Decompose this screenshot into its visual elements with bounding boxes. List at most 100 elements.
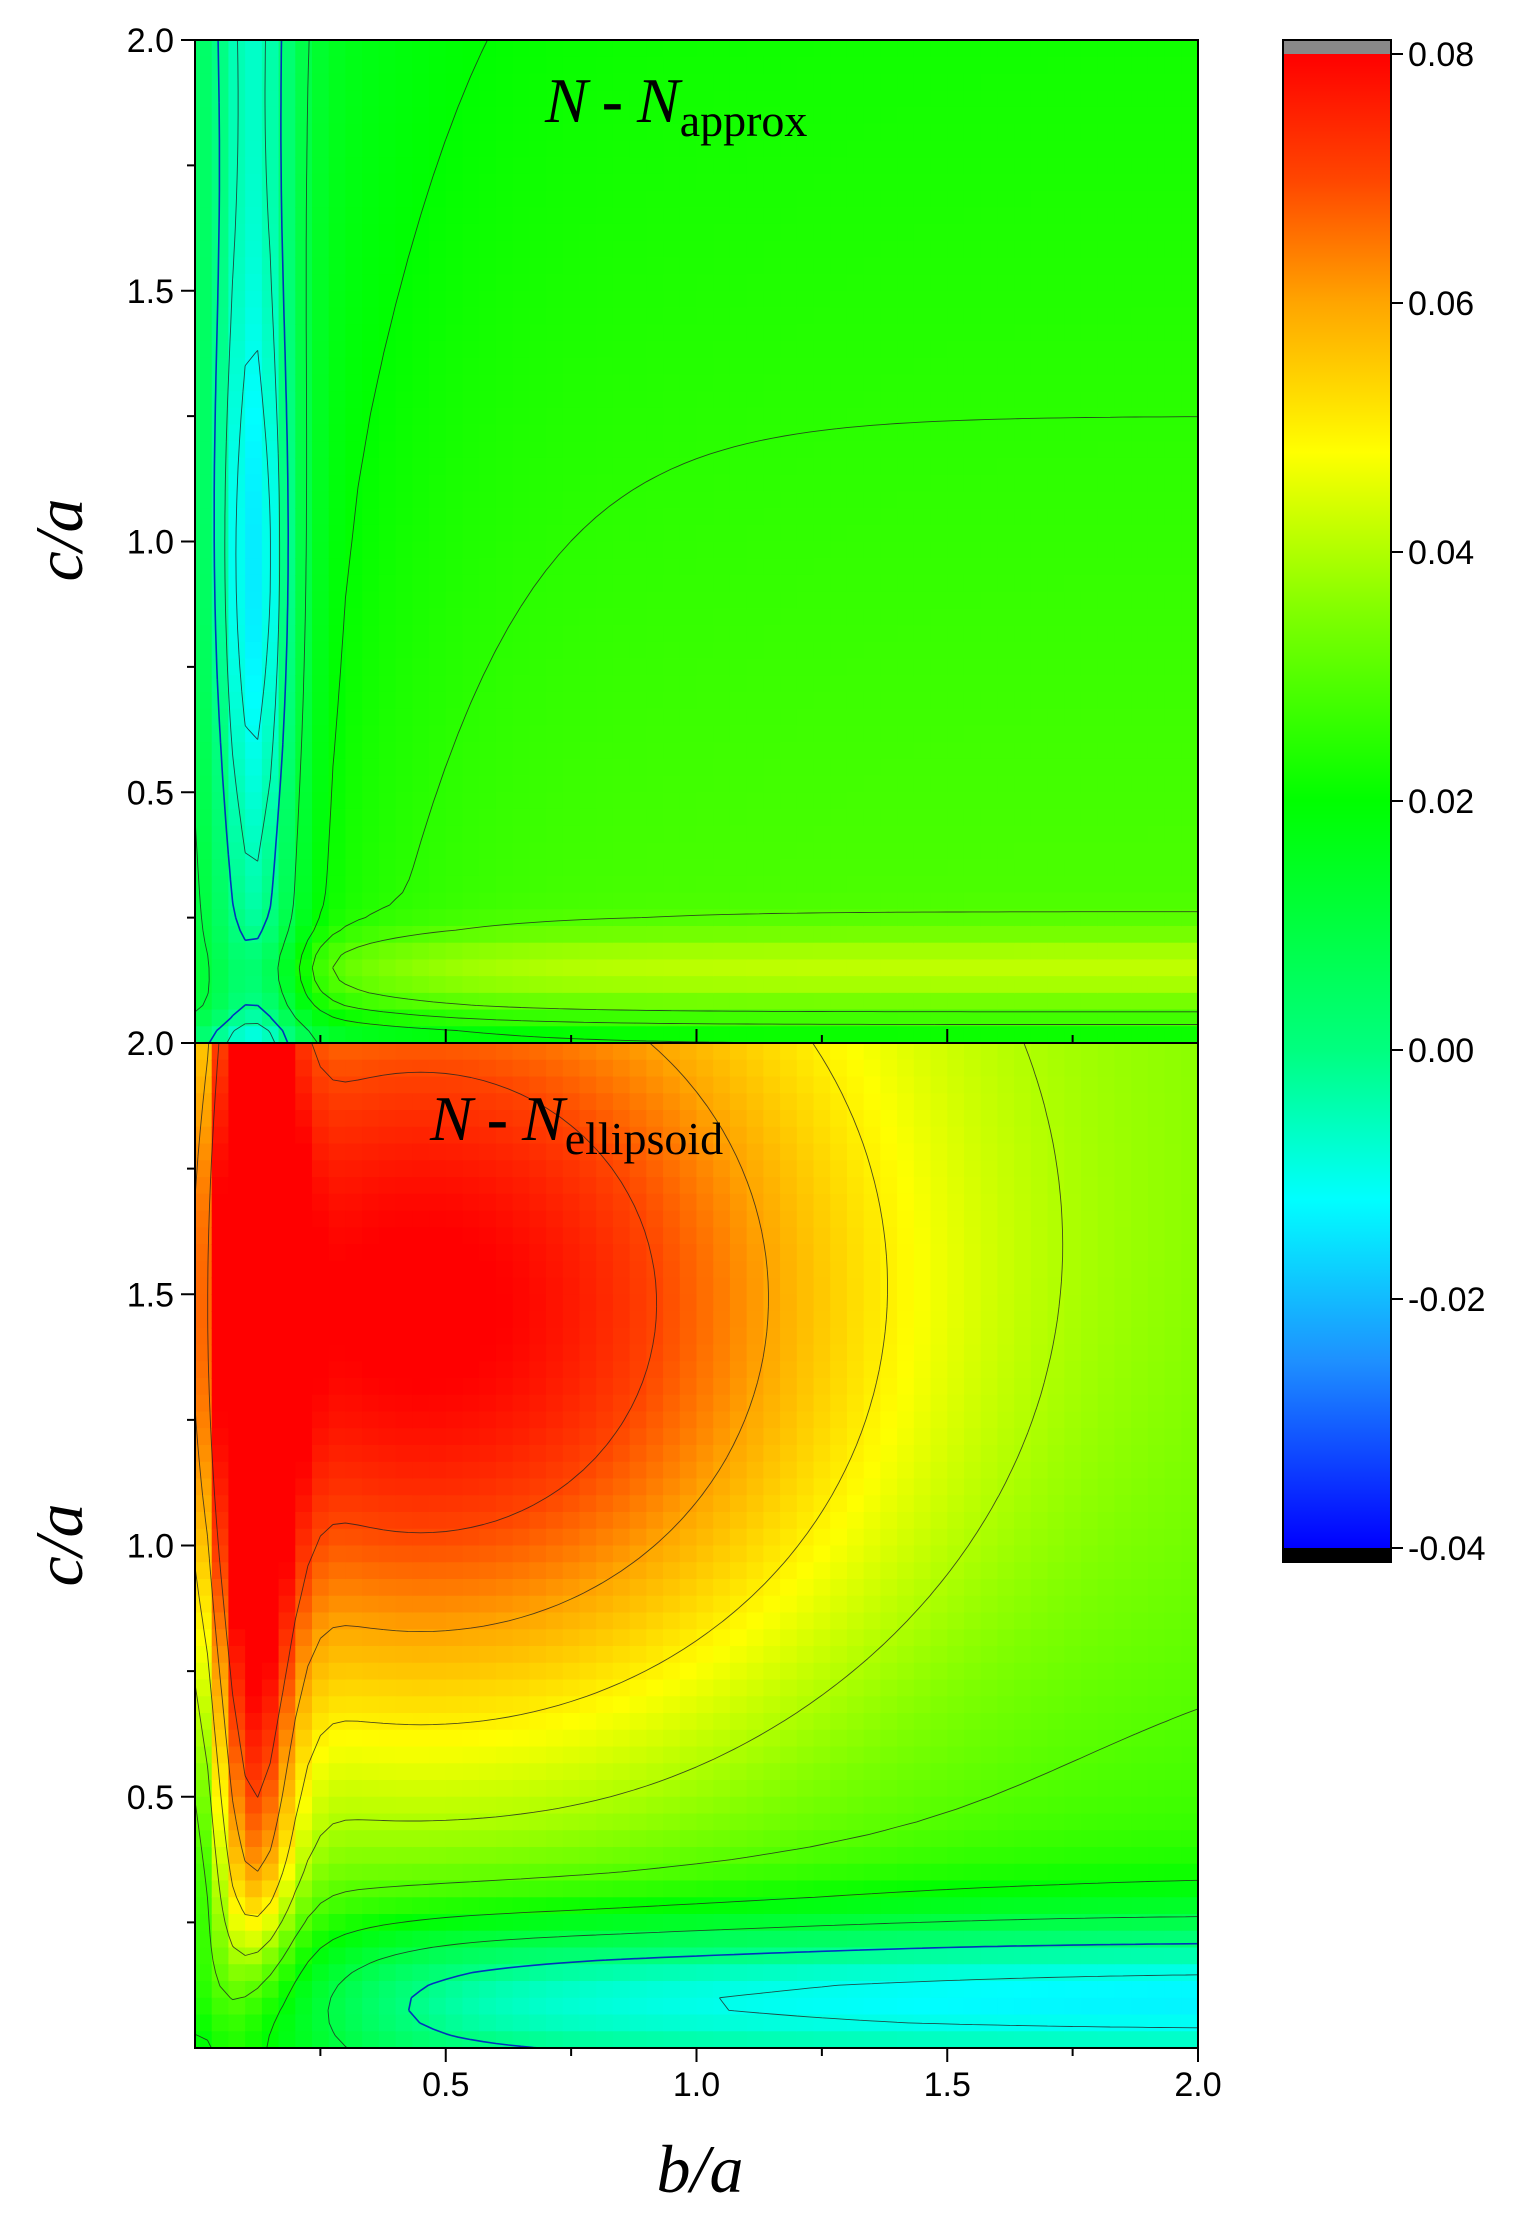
top-heatmap-cell (980, 257, 999, 275)
top-heatmap-cell (963, 190, 982, 208)
bottom-heatmap-cell (479, 1428, 497, 1446)
top-heatmap-cell (1080, 106, 1099, 125)
top-heatmap-cell (930, 257, 949, 275)
top-heatmap-cell (1014, 106, 1032, 125)
top-heatmap-cell (679, 491, 698, 509)
top-heatmap-cell (913, 875, 932, 894)
bottom-heatmap-cell (195, 1043, 213, 1061)
top-heatmap-cell (780, 725, 798, 743)
top-heatmap-cell (796, 407, 815, 426)
top-heatmap-cell (913, 925, 932, 944)
top-heatmap-cell (997, 591, 1015, 610)
top-heatmap-cell (445, 391, 464, 409)
bottom-heatmap-cell (245, 1863, 263, 1882)
top-heatmap-cell (495, 123, 514, 142)
top-heatmap-cell (629, 324, 648, 342)
top-heatmap-cell (1131, 56, 1149, 75)
top-heatmap-cell (562, 1009, 581, 1028)
top-heatmap-cell (1080, 140, 1099, 158)
top-heatmap-cell (963, 340, 982, 359)
bottom-heatmap-cell (445, 1780, 464, 1798)
top-heatmap-cell (713, 992, 731, 1011)
top-heatmap-cell (345, 90, 363, 108)
top-heatmap-cell (546, 1009, 564, 1028)
top-heatmap-cell (295, 625, 313, 643)
top-heatmap-cell (1047, 775, 1066, 794)
bottom-heatmap-cell (295, 1813, 313, 1832)
top-heatmap-cell (529, 808, 547, 827)
top-heatmap-cell (1014, 274, 1032, 292)
top-heatmap-cell (880, 123, 898, 142)
top-heatmap-cell (863, 508, 882, 526)
top-heatmap-cell (579, 775, 597, 794)
bottom-heatmap-cell (546, 1043, 564, 1061)
top-heatmap-cell (211, 106, 230, 125)
top-heatmap-cell (546, 340, 564, 359)
bottom-heatmap-cell (395, 1981, 414, 1999)
top-heatmap-cell (412, 925, 430, 944)
top-heatmap-cell (462, 775, 480, 794)
top-heatmap-cell (863, 892, 882, 911)
bottom-heatmap-cell (295, 1914, 313, 1932)
top-heatmap-cell (479, 391, 497, 409)
top-heatmap-cell (1131, 1009, 1149, 1028)
top-heatmap-cell (512, 340, 531, 359)
top-heatmap-cell (412, 859, 430, 877)
top-heatmap-cell (1147, 909, 1166, 927)
top-heatmap-cell (495, 875, 514, 894)
top-heatmap-cell (1064, 942, 1082, 961)
bottom-heatmap-cell (228, 1528, 246, 1547)
bottom-heatmap-cell (328, 1110, 347, 1128)
top-heatmap-cell (228, 56, 246, 75)
top-heatmap-cell (713, 307, 731, 325)
bottom-heatmap-cell (362, 1478, 380, 1497)
bottom-heatmap-cell (495, 1260, 514, 1279)
bottom-heatmap-cell (495, 1093, 514, 1111)
top-heatmap-cell (395, 641, 414, 660)
top-heatmap-cell (980, 708, 999, 727)
top-heatmap-cell (713, 758, 731, 777)
top-heatmap-cell (429, 424, 447, 442)
top-heatmap-cell (445, 842, 464, 860)
top-heatmap-cell (211, 123, 230, 142)
top-heatmap-cell (445, 157, 464, 175)
top-heatmap-cell (1114, 742, 1132, 760)
top-heatmap-cell (930, 140, 949, 158)
top-heatmap-cell (763, 223, 781, 242)
top-heatmap-cell (897, 725, 915, 743)
top-heatmap-cell (913, 909, 932, 927)
top-heatmap-cell (295, 340, 313, 359)
top-heatmap-cell (796, 140, 815, 158)
top-heatmap-cell (679, 340, 698, 359)
top-heatmap-cell (261, 307, 280, 325)
bottom-heatmap-cell (462, 1495, 480, 1513)
top-heatmap-cell (947, 424, 965, 442)
top-heatmap-cell (679, 508, 698, 526)
bottom-heatmap-cell (328, 1512, 347, 1530)
top-heatmap-cell (228, 725, 246, 743)
top-heatmap-cell (512, 324, 531, 342)
top-heatmap-cell (1181, 106, 1198, 125)
top-heatmap-cell (278, 758, 297, 777)
top-heatmap-cell (947, 56, 965, 75)
top-heatmap-cell (830, 391, 848, 409)
bottom-heatmap-cell (312, 1830, 330, 1848)
top-heatmap-cell (913, 976, 932, 994)
top-heatmap-cell (1164, 792, 1183, 810)
bottom-heatmap-cell (462, 1177, 480, 1195)
top-heatmap-cell (546, 742, 564, 760)
top-heatmap-cell (445, 40, 464, 58)
top-heatmap-cell (863, 976, 882, 994)
top-heatmap-cell (429, 491, 447, 509)
top-heatmap-cell (362, 223, 380, 242)
top-heatmap-cell (980, 274, 999, 292)
top-heatmap-cell (863, 340, 882, 359)
top-heatmap-cell (746, 157, 765, 175)
top-heatmap-cell (980, 1026, 999, 1043)
bottom-heatmap-cell (495, 2014, 514, 2033)
bottom-heatmap-cell (529, 1277, 547, 1296)
bottom-heatmap-cell (529, 1545, 547, 1564)
top-heatmap-cell (1047, 574, 1066, 593)
top-heatmap-cell (395, 658, 414, 677)
bottom-heatmap-cell (345, 1210, 363, 1229)
